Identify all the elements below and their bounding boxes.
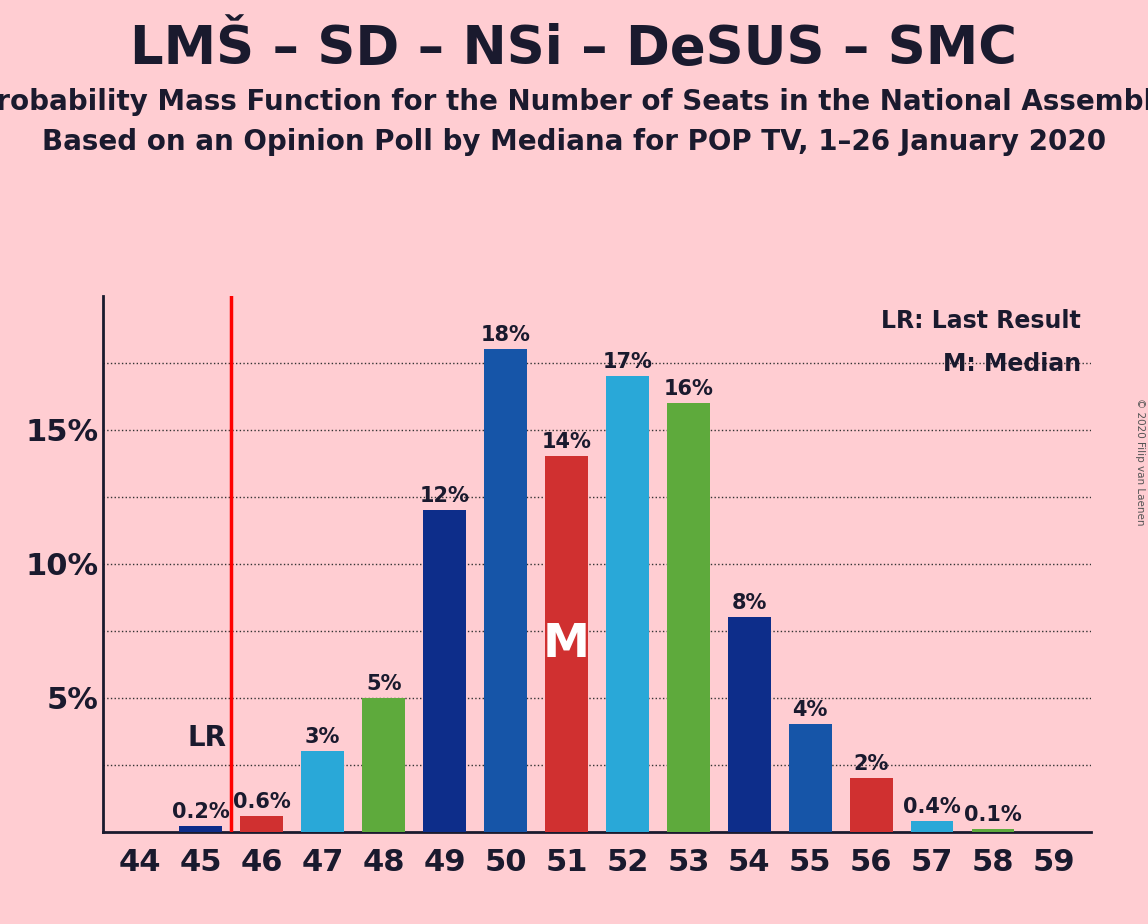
Bar [545,456,588,832]
Text: 0.1%: 0.1% [964,805,1022,825]
Bar [484,349,527,832]
Text: 0.4%: 0.4% [903,796,961,817]
Text: © 2020 Filip van Laenen: © 2020 Filip van Laenen [1135,398,1145,526]
Bar [179,826,223,832]
Bar [240,816,284,832]
Text: 2%: 2% [853,754,889,774]
Text: 12%: 12% [420,486,470,506]
Text: Probability Mass Function for the Number of Seats in the National Assembly: Probability Mass Function for the Number… [0,88,1148,116]
Bar [667,403,709,832]
Text: LR: LR [187,723,226,752]
Text: 5%: 5% [366,674,402,694]
Text: 8%: 8% [731,593,767,614]
Bar [728,617,770,832]
Text: LR: Last Result: LR: Last Result [881,310,1080,333]
Bar [606,376,649,832]
Text: 18%: 18% [481,325,530,346]
Text: 16%: 16% [664,379,713,399]
Text: Based on an Opinion Poll by Mediana for POP TV, 1–26 January 2020: Based on an Opinion Poll by Mediana for … [42,128,1106,155]
Bar [424,510,466,832]
Text: LMŠ – SD – NSi – DeSUS – SMC: LMŠ – SD – NSi – DeSUS – SMC [131,23,1017,75]
Bar [910,821,954,832]
Text: 17%: 17% [603,352,652,372]
Bar [850,778,892,832]
Bar [363,698,405,832]
Bar [971,829,1015,832]
Text: 0.2%: 0.2% [172,802,230,822]
Text: 14%: 14% [542,432,591,453]
Text: M: M [543,622,590,666]
Text: 3%: 3% [305,727,341,748]
Bar [789,724,831,832]
Text: M: Median: M: Median [943,352,1080,376]
Bar [302,751,344,832]
Text: 0.6%: 0.6% [233,792,290,811]
Text: 4%: 4% [792,700,828,721]
